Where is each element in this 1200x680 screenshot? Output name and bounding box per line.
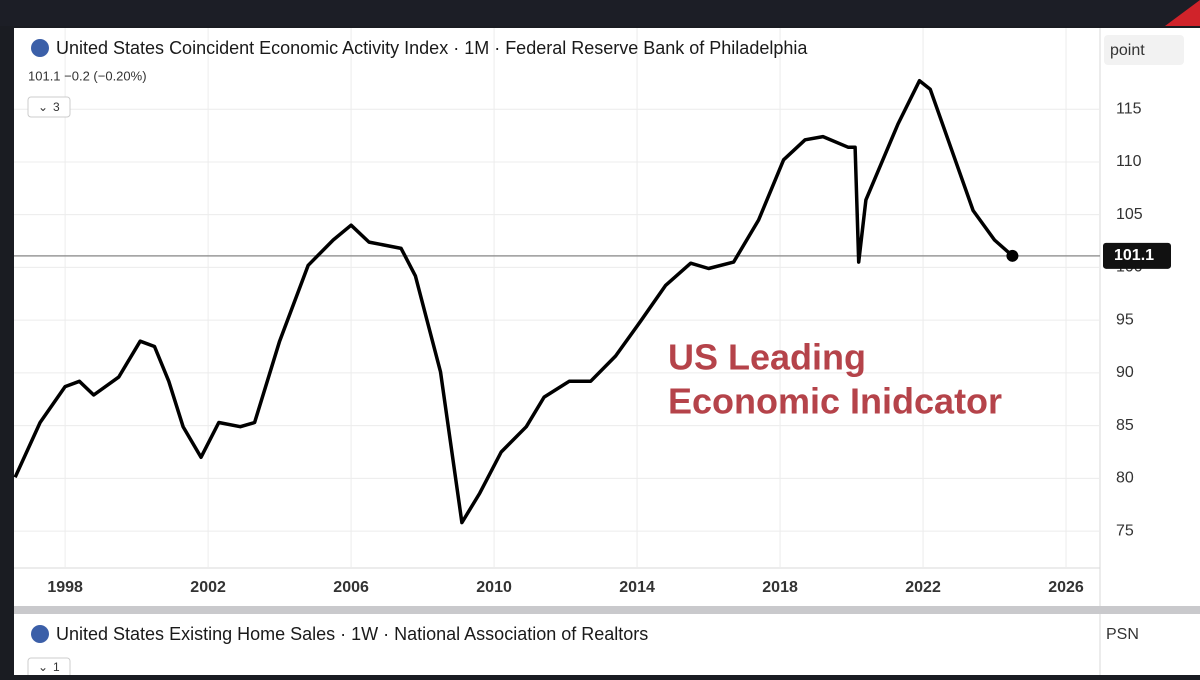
- flag-icon[interactable]: [31, 625, 49, 643]
- unit-box: [1104, 35, 1184, 65]
- x-tick-label: 2006: [333, 579, 369, 596]
- price-label-box: [1103, 242, 1171, 269]
- x-tick-label: 2026: [1048, 579, 1084, 596]
- top-bar: [0, 0, 1200, 26]
- series-line: [13, 78, 1014, 525]
- main-pane: [14, 28, 1200, 606]
- x-tick-label: 2018: [762, 579, 798, 596]
- annotation: US Leading: [668, 337, 866, 378]
- collapse-count: 1: [53, 660, 60, 674]
- y-tick-label: 90: [1116, 364, 1134, 381]
- y-tick-label: 95: [1116, 311, 1134, 328]
- collapse-count: 3: [53, 100, 60, 114]
- chevron: ⌄: [38, 100, 48, 114]
- chevron: ⌄: [38, 660, 48, 674]
- x-tick-label: 2014: [619, 579, 655, 596]
- price-label: 101.1: [1114, 247, 1154, 264]
- x-tick-label: 2002: [190, 579, 226, 596]
- collapse-button[interactable]: [27, 96, 71, 118]
- annotation: Economic Inidcator: [668, 381, 1002, 422]
- x-tick-label: 2010: [476, 579, 512, 596]
- x-tick-label: 2022: [905, 579, 941, 596]
- y-tick-label: 75: [1116, 522, 1134, 539]
- grid: [14, 28, 1100, 568]
- y-unit: point: [1110, 42, 1145, 59]
- chart-title: United States Coincident Economic Activi…: [56, 38, 808, 58]
- collapse-button[interactable]: [27, 657, 71, 679]
- pane-separator: [14, 606, 1200, 614]
- y-tick-label: 80: [1116, 470, 1134, 487]
- lower-title: United States Existing Home Sales · 1W ·…: [56, 624, 648, 644]
- y-tick-label: 85: [1116, 417, 1134, 434]
- lower-pane: [14, 614, 1200, 675]
- last-point: [1006, 249, 1019, 262]
- plot-area: [13, 78, 1019, 525]
- y-tick-label: 115: [1116, 100, 1142, 117]
- x-tick-label: 1998: [47, 579, 83, 596]
- corner-accent: [1165, 0, 1200, 26]
- y-tick-label: 105: [1116, 206, 1143, 223]
- legend-value: 101.1 −0.2 (−0.20%): [28, 68, 147, 83]
- lower-unit: PSN: [1106, 626, 1139, 643]
- flag-icon[interactable]: [31, 39, 49, 57]
- y-tick-label: 110: [1116, 153, 1142, 170]
